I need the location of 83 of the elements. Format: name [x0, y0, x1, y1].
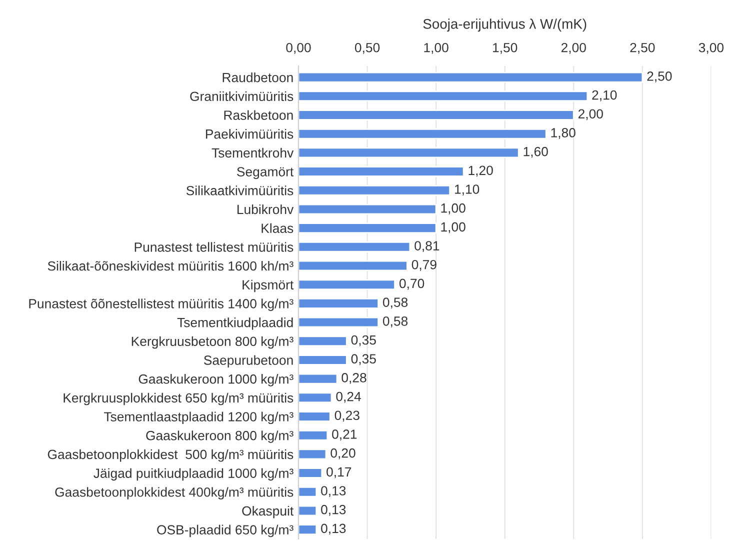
x-tick-label: 3,00: [698, 42, 724, 54]
data-label: 0,13: [321, 504, 346, 516]
y-tick-label: Silikaat-õõneskividest müüritis 1600 kh/m³: [48, 260, 294, 271]
y-tick-label: Raudbetoon: [222, 72, 293, 82]
data-label: 0,58: [382, 316, 408, 328]
y-tick-label: OSB-plaadid 650 kg/m³: [157, 524, 294, 538]
data-label: 0,13: [321, 524, 346, 535]
y-tick-label: Kergkruusbetoon 800 kg/m³: [132, 336, 294, 349]
y-tick-label: Segamört: [237, 167, 294, 180]
bar: [298, 316, 379, 328]
y-tick-label: Tsementkiudplaadid: [177, 318, 293, 330]
y-tick-label: Punastest tellistest müüritis: [134, 242, 294, 252]
data-label: 0,58: [382, 298, 408, 309]
y-tick-label: Saepurubetoon: [204, 355, 293, 368]
x-tick-label: 1,50: [493, 42, 518, 54]
y-tick-label: Paekivimüüritis: [206, 129, 294, 139]
data-label: 1,00: [441, 203, 466, 214]
bar: [298, 166, 464, 177]
data-label: 1,80: [551, 128, 576, 139]
x-tick-label: 0,50: [354, 42, 380, 54]
bar: [298, 486, 318, 498]
bar: [298, 411, 331, 422]
bar: [298, 222, 437, 234]
bar: [298, 336, 348, 347]
bar: [298, 242, 411, 252]
y-tick-label: Silikaatkivimüüritis: [186, 186, 294, 196]
bar: [298, 147, 520, 158]
bar: [298, 448, 327, 460]
bar: [298, 260, 408, 272]
y-tick-label: Gaasbetoonplokkidest 500 kg/m³ müüritis: [48, 449, 294, 462]
y-tick-label: Punastest õõnestellistest müüritis 1400 kg/m³: [29, 298, 294, 311]
y-tick-label: Lubikrohv: [238, 204, 294, 214]
y-tick-label: Tsementlaastplaadid 1200 kg/m³: [104, 412, 294, 424]
bar: [298, 72, 644, 83]
data-label: 0,28: [342, 373, 366, 384]
bar: [298, 298, 379, 309]
data-label: 0,79: [412, 260, 436, 271]
bar: [298, 524, 318, 535]
y-tick-label: Graniitkivimüüritis: [190, 91, 294, 102]
data-label: 0,24: [336, 392, 361, 403]
bar: [298, 110, 574, 120]
bar: [298, 354, 348, 366]
data-label: 1,20: [468, 166, 493, 177]
y-tick-label: Gaaskukeroon 800 kg/m³: [146, 430, 294, 443]
data-label: 0,35: [351, 335, 376, 346]
y-tick-label: Kergkruusplokkidest 650 kg/m³ müüritis: [64, 392, 294, 406]
bar: [298, 128, 547, 140]
x-tick-label: 2,50: [630, 42, 655, 54]
data-label: 1,60: [524, 146, 548, 158]
data-label: 2,00: [578, 109, 603, 120]
x-tick-label: 2,00: [561, 42, 586, 54]
y-tick-label: Kipsmört: [242, 280, 294, 292]
x-axis-title: Sooja-erijuhtivus λ W/(mK): [423, 18, 586, 32]
data-label: 0,21: [332, 430, 357, 440]
data-label: 2,50: [647, 72, 672, 82]
data-label: 0,81: [414, 241, 440, 252]
data-label: 1,10: [454, 184, 480, 196]
bar: [298, 279, 396, 290]
data-label: 0,20: [330, 448, 356, 460]
x-tick-label: 0,00: [286, 42, 311, 54]
bar: [298, 204, 437, 215]
data-label: 0,13: [321, 486, 346, 497]
data-label: 0,70: [399, 278, 424, 290]
y-tick-label: Okaspuit: [242, 506, 294, 518]
data-label: 1,00: [441, 222, 466, 234]
bar: [298, 392, 332, 404]
bar: [298, 505, 318, 516]
data-label: 2,10: [592, 90, 617, 102]
data-label: 0,35: [351, 354, 376, 366]
y-tick-label: Gaaskukeroon 1000 kg/m³: [138, 374, 294, 386]
bar: [298, 90, 588, 102]
y-tick-label: Klaas: [262, 223, 294, 233]
y-tick-label: Gaasbetoonplokkidest 400kg/m³ müüritis: [55, 487, 294, 500]
y-tick-label: Jäigad puitkiudplaadid 1000 kg/m³: [94, 468, 294, 481]
bar: [298, 373, 338, 384]
data-label: 0,17: [326, 467, 352, 478]
x-tick-label: 1,00: [424, 42, 448, 54]
y-tick-label: Raskbetoon: [224, 110, 293, 120]
bar: [298, 468, 323, 478]
bar: [298, 430, 328, 441]
y-tick-label: Tsementkrohv: [212, 148, 294, 158]
data-label: 0,23: [334, 410, 360, 422]
bar: [298, 184, 451, 196]
